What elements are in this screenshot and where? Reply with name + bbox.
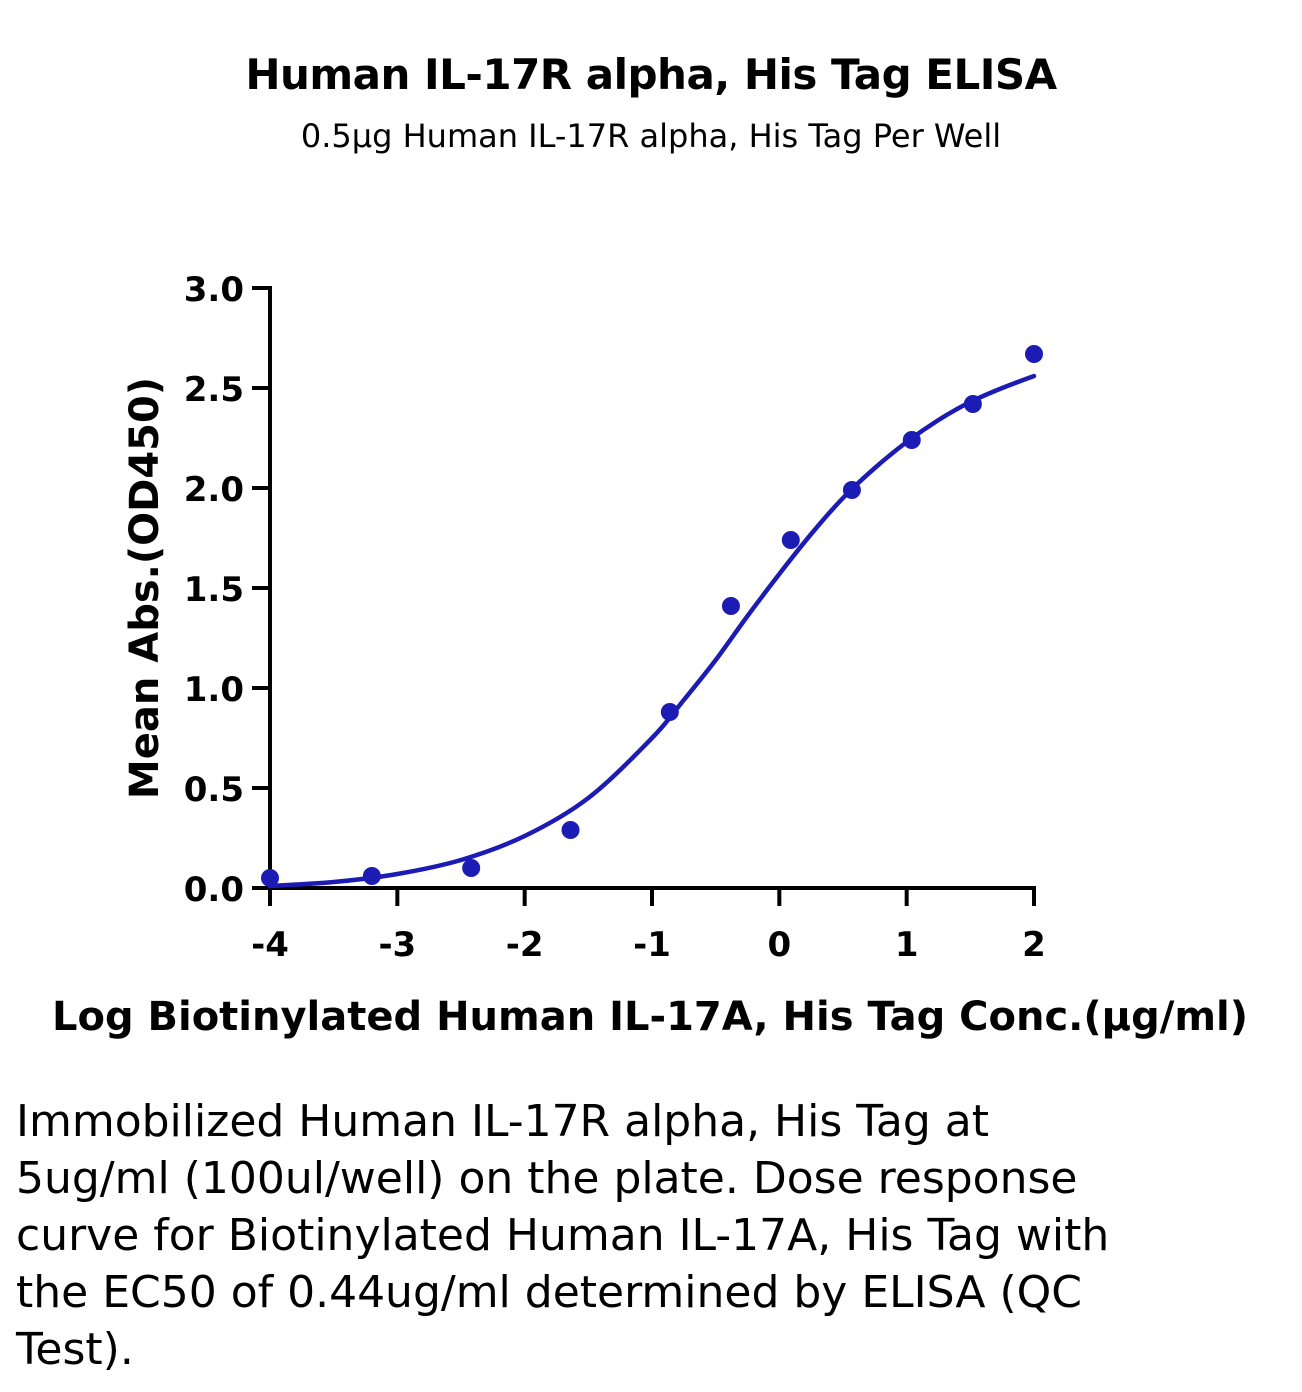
chart-plot: 0.0 0.5 1.0 1.5 2.0 2.5 3.0 -4 -3 -2 -1 0 1 2 Mean Ab…: [52, 270, 1248, 1040]
y-axis-label: Mean Abs.(OD450): [122, 377, 168, 799]
x-axis-label: Log Biotinylated Human IL-17A, His Tag C…: [52, 994, 1248, 1040]
data-point: [902, 431, 921, 449]
x-tick-label: -3: [378, 925, 416, 965]
y-tick-label: 0.0: [184, 870, 244, 910]
x-tick-label: 2: [1022, 925, 1046, 965]
x-tick-label: -2: [506, 925, 544, 965]
data-point: [842, 481, 861, 499]
data-point: [781, 531, 800, 549]
x-tick-label: 0: [767, 925, 791, 965]
data-points-layer: [261, 345, 1043, 887]
data-point: [561, 821, 580, 839]
chart-ticks: 0.0 0.5 1.0 1.5 2.0 2.5 3.0 -4 -3 -2 -1 0 1 2: [184, 270, 1046, 965]
figure-caption: Immobilized Human IL-17R alpha, His Tag …: [16, 1096, 1110, 1375]
y-tick-label: 2.5: [184, 370, 244, 410]
data-point: [963, 395, 982, 413]
x-tick-label: -4: [251, 925, 289, 965]
chart-subtitle: 0.5µg Human IL-17R alpha, His Tag Per We…: [300, 117, 1002, 155]
data-point: [462, 859, 481, 877]
y-tick-label: 1.5: [184, 570, 244, 610]
chart-title: Human IL-17R alpha, His Tag ELISA: [245, 50, 1057, 99]
x-tick-label: 1: [895, 925, 919, 965]
fit-curve: [267, 373, 1037, 889]
fit-curve-layer: [267, 373, 1037, 889]
y-tick-label: 1.0: [184, 670, 244, 710]
data-point: [721, 597, 740, 615]
x-tick-label: -1: [633, 925, 671, 965]
y-tick-label: 0.5: [184, 770, 244, 810]
data-point: [261, 869, 279, 887]
data-point: [660, 703, 679, 721]
data-point: [1025, 345, 1043, 363]
data-point: [362, 867, 381, 885]
y-tick-label: 3.0: [184, 270, 244, 310]
chart-axes: [268, 286, 1036, 890]
y-tick-label: 2.0: [184, 470, 244, 510]
